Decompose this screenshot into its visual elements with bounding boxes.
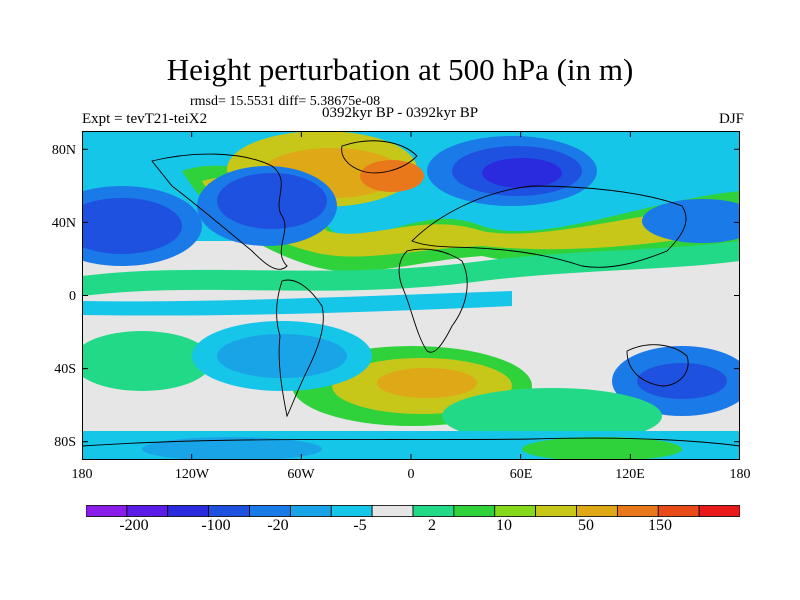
lon-tick-label: 0 (407, 467, 415, 482)
lon-tick-label: 120W (174, 467, 210, 482)
colorbar-box (330, 505, 373, 517)
colorbar-box (657, 505, 700, 517)
colorbar-box (698, 505, 740, 517)
contour-fill (202, 177, 740, 257)
contour-fill (377, 368, 477, 398)
contour-fill (142, 437, 322, 460)
colorbar-label: -200 (119, 517, 149, 534)
axis-ticks (82, 131, 740, 460)
colorbar-box (167, 505, 210, 517)
contour-fill (360, 160, 424, 192)
contour-fill (82, 241, 740, 296)
contour-fill (522, 437, 682, 460)
coastlines (82, 140, 740, 447)
contour-fill (637, 363, 727, 399)
map-title: Height perturbation at 500 hPa (in m) (166, 52, 634, 87)
colorbar-box (208, 505, 250, 517)
colorbar-box (371, 505, 414, 517)
lon-tick-label: 60E (509, 467, 533, 482)
colorbar-box (535, 505, 577, 517)
colorbar-label: -100 (201, 517, 231, 534)
contour-fill (82, 291, 512, 316)
colorbar-label: 150 (648, 517, 672, 534)
contour-fill (82, 198, 182, 254)
contour-fill (442, 388, 662, 444)
time-period-label: 0392kyr BP - 0392kyr BP (322, 105, 479, 121)
lat-tick-label: 40S (54, 362, 76, 377)
colorbar-box (126, 505, 169, 517)
colorbar (86, 505, 740, 517)
map-panel (82, 131, 740, 460)
colorbar-label: 10 (496, 517, 512, 534)
contour-fill (82, 331, 212, 391)
colorbar-box (289, 505, 332, 517)
experiment-label: Expt = tevT21-teiX2 (82, 111, 208, 127)
colorbar-label: -20 (267, 517, 289, 534)
contour-fill (217, 173, 327, 229)
lon-tick-label: 180 (71, 467, 93, 482)
contour-fill (642, 199, 740, 243)
colorbar-box (249, 505, 291, 517)
lon-tick-label: 120E (615, 467, 645, 482)
contour-map (82, 131, 740, 460)
lon-tick-label: 180 (729, 467, 751, 482)
colorbar-box (412, 505, 455, 517)
colorbar-label: 2 (428, 517, 436, 534)
lat-tick-label: 0 (69, 289, 76, 304)
lat-tick-label: 40N (51, 216, 76, 231)
colorbar-box (576, 505, 618, 517)
lat-tick-label: 80N (51, 143, 76, 158)
colorbar-label: 50 (578, 517, 594, 534)
contour-fill (217, 334, 347, 378)
contour-fill (482, 158, 562, 188)
colorbar-box (494, 505, 537, 517)
colorbar-box (616, 505, 659, 517)
rmsd-stats: rmsd= 15.5531 diff= 5.38675e-08 (190, 94, 381, 109)
season-label: DJF (718, 111, 744, 127)
colorbar-box (86, 505, 128, 517)
colorbar-box (453, 505, 496, 517)
colorbar-label: -5 (353, 517, 367, 534)
lon-tick-label: 60W (287, 467, 315, 482)
lat-tick-label: 80S (54, 435, 76, 450)
